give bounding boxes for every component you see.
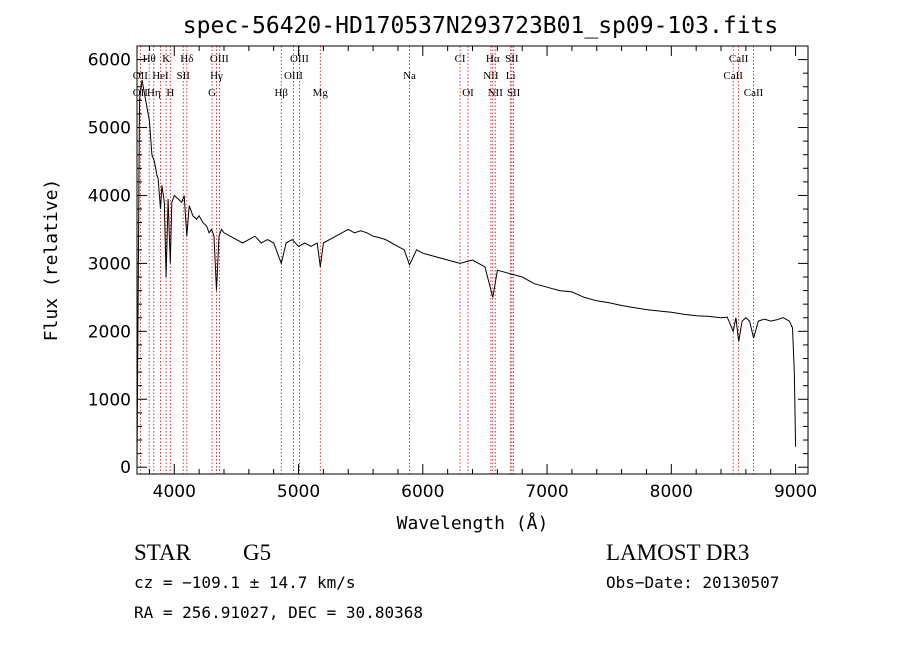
line-label: Hα [486, 53, 500, 65]
line-label: OIII [210, 53, 229, 65]
x-tick-label: 7000 [525, 482, 568, 502]
line-label: Hη [147, 87, 161, 99]
redshift-cz: cz = −109.1 ± 14.7 km/s [134, 573, 356, 592]
line-label: OIII [284, 70, 303, 82]
x-axis-label: Wavelength (Å) [397, 512, 549, 534]
object-subclass: G5 [243, 540, 272, 565]
line-label: SII [176, 70, 190, 82]
y-tick-label: 2000 [88, 322, 131, 342]
line-label: CaII [723, 70, 743, 82]
line-label: Hδ [180, 53, 193, 65]
line-label: Hγ [210, 70, 223, 82]
y-tick-label: 4000 [88, 186, 131, 206]
x-tick-label: 5000 [277, 482, 320, 502]
line-label: NII [488, 87, 504, 99]
x-tick-label: 4000 [153, 482, 196, 502]
line-label: OI [462, 87, 474, 99]
line-label: OII [133, 70, 149, 82]
line-label: CI [455, 53, 466, 65]
chart-title: spec-56420-HD170537N293723B01_sp09-103.f… [183, 13, 778, 39]
survey-label: LAMOST DR3 [606, 540, 750, 565]
line-label: NII [483, 70, 499, 82]
line-label: SII [505, 53, 519, 65]
observation-date: Obs−Date: 20130507 [606, 573, 780, 592]
object-class: STAR [134, 540, 191, 565]
y-tick-label: 0 [120, 458, 131, 478]
x-tick-label: 9000 [774, 482, 817, 502]
y-tick-label: 5000 [88, 119, 131, 139]
line-label: CaII [744, 87, 764, 99]
y-tick-label: 6000 [88, 51, 131, 71]
line-label: Mg [313, 87, 329, 99]
x-tick-label: 6000 [401, 482, 444, 502]
line-label: Na [403, 70, 416, 82]
line-label: HeI [152, 70, 169, 82]
line-label: CaII [729, 53, 749, 65]
line-label: K [162, 53, 170, 65]
line-label: H [166, 87, 174, 99]
x-tick-label: 8000 [650, 482, 693, 502]
y-axis-label: Flux (relative) [41, 179, 62, 342]
line-label: OIII [290, 53, 309, 65]
coordinates: RA = 256.91027, DEC = 30.80368 [134, 603, 423, 622]
line-label: SII [507, 87, 521, 99]
y-tick-label: 1000 [88, 390, 131, 410]
y-tick-label: 3000 [88, 254, 131, 274]
line-label: G [208, 87, 216, 99]
line-label: Li [506, 70, 516, 82]
spectrum-line [136, 79, 797, 468]
line-label: Hβ [274, 87, 288, 99]
line-label: Hθ [143, 53, 156, 65]
